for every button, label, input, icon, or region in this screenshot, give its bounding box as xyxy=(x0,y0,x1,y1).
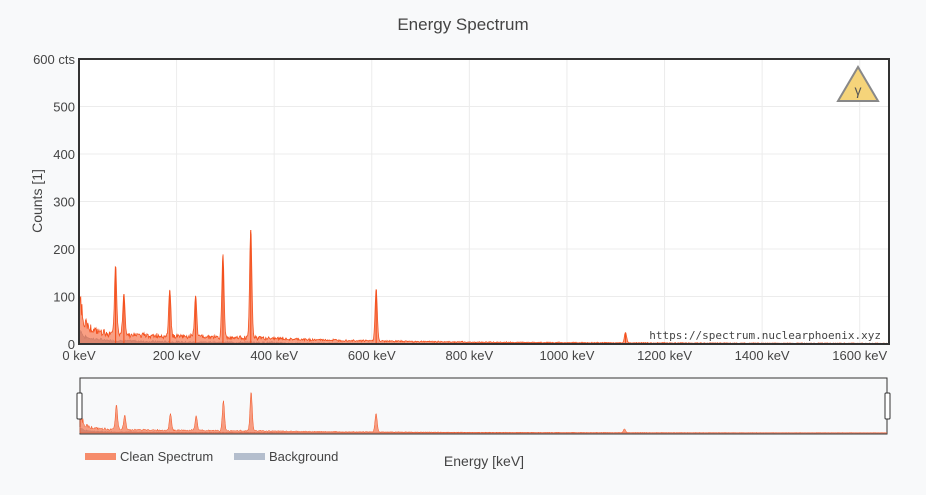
x-tick-label: 400 keV xyxy=(250,348,298,363)
x-tick-label: 600 keV xyxy=(348,348,396,363)
plot-frame xyxy=(78,58,890,345)
gamma-symbol: γ xyxy=(855,82,862,98)
range-slider-preview xyxy=(79,391,888,434)
range-slider-right-handle[interactable] xyxy=(884,392,891,420)
legend: Clean Spectrum Background xyxy=(85,449,338,464)
y-tick-label: 100 xyxy=(53,290,75,305)
x-tick-label: 1600 keV xyxy=(832,348,887,363)
x-axis-title: Energy [keV] xyxy=(444,453,524,469)
legend-swatch xyxy=(234,453,265,460)
x-tick-label: 0 keV xyxy=(62,348,96,363)
radiation-logo: γ xyxy=(836,65,880,102)
y-tick-label: 300 xyxy=(53,195,75,210)
x-axis-ticks: 0 keV 200 keV 400 keV 600 keV 800 keV 1000 ke… xyxy=(62,348,887,363)
y-tick-label: 500 xyxy=(53,100,75,115)
y-tick-label: 200 xyxy=(53,242,75,257)
x-tick-label: 1400 keV xyxy=(735,348,790,363)
y-axis-ticks: 0 100 200 300 400 500 600 cts xyxy=(33,52,75,352)
y-tick-label: 400 xyxy=(53,147,75,162)
y-axis-title: Counts [1] xyxy=(29,169,45,233)
x-tick-label: 1200 keV xyxy=(637,348,692,363)
legend-label[interactable]: Background xyxy=(269,449,338,464)
slider-clean-spectrum xyxy=(79,391,888,434)
y-tick-label: 600 cts xyxy=(33,52,75,67)
x-tick-label: 1000 keV xyxy=(539,348,594,363)
y-tick-label: 0 xyxy=(68,337,75,352)
range-slider[interactable] xyxy=(79,377,888,435)
chart-title: Energy Spectrum xyxy=(397,15,528,34)
legend-label[interactable]: Clean Spectrum xyxy=(120,449,213,464)
x-tick-label: 800 keV xyxy=(446,348,494,363)
source-watermark: https://spectrum.nuclearphoenix.xyz xyxy=(649,329,881,342)
legend-swatch xyxy=(85,453,116,460)
x-tick-label: 200 keV xyxy=(153,348,201,363)
range-slider-left-handle[interactable] xyxy=(76,392,83,420)
